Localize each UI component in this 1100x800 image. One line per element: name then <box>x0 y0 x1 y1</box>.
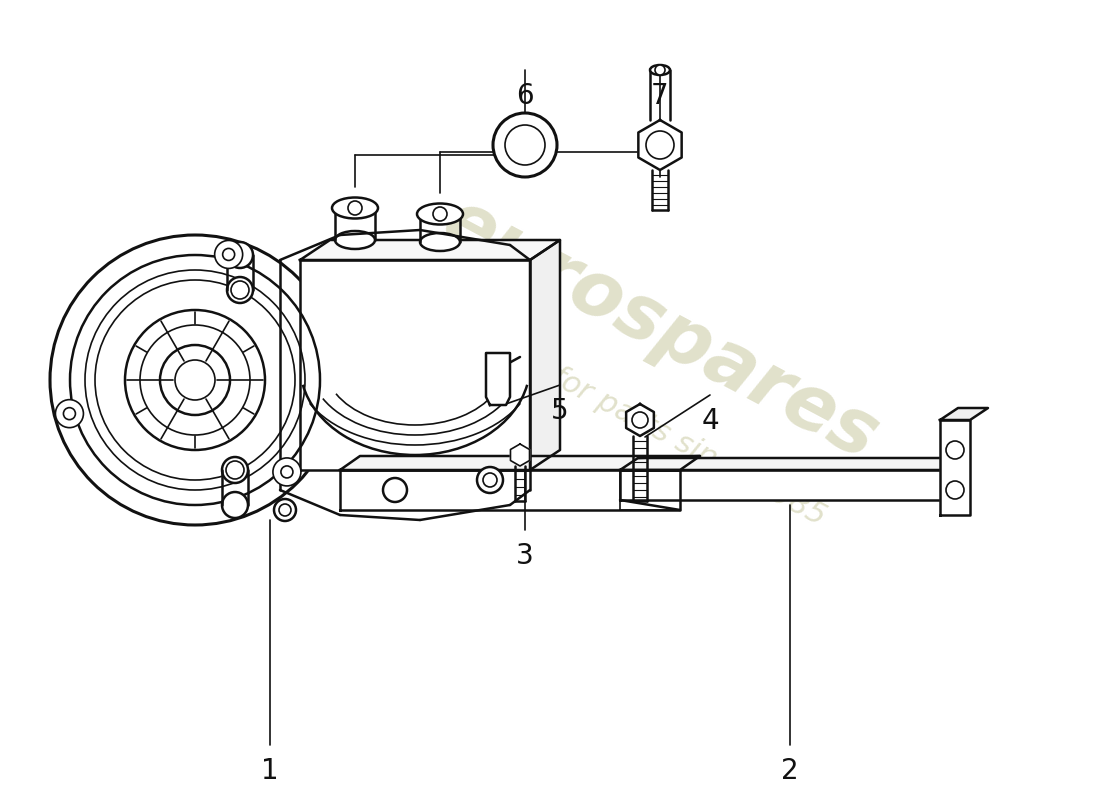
Circle shape <box>64 408 76 420</box>
Polygon shape <box>340 470 680 510</box>
Circle shape <box>383 478 407 502</box>
Ellipse shape <box>336 231 375 249</box>
Polygon shape <box>620 470 950 500</box>
Circle shape <box>493 113 557 177</box>
Circle shape <box>222 249 234 261</box>
Text: 4: 4 <box>701 407 718 435</box>
Polygon shape <box>486 353 510 405</box>
Polygon shape <box>340 456 700 470</box>
Text: 2: 2 <box>781 757 799 785</box>
Polygon shape <box>626 404 653 436</box>
Polygon shape <box>940 408 988 420</box>
Ellipse shape <box>420 205 460 223</box>
Circle shape <box>946 441 964 459</box>
Text: 7: 7 <box>651 82 669 110</box>
Ellipse shape <box>650 65 670 75</box>
Polygon shape <box>510 444 529 466</box>
Circle shape <box>632 412 648 428</box>
Text: a passion for parts since 1985: a passion for parts since 1985 <box>409 289 830 531</box>
Text: 5: 5 <box>551 397 569 425</box>
Circle shape <box>140 325 250 435</box>
Circle shape <box>280 466 293 478</box>
Circle shape <box>433 207 447 221</box>
Circle shape <box>273 458 301 486</box>
Ellipse shape <box>477 467 503 493</box>
Ellipse shape <box>483 473 497 487</box>
Polygon shape <box>300 240 560 260</box>
Circle shape <box>348 201 362 215</box>
Ellipse shape <box>222 457 248 483</box>
Circle shape <box>946 481 964 499</box>
Polygon shape <box>638 120 682 170</box>
Ellipse shape <box>336 199 375 217</box>
Ellipse shape <box>274 499 296 521</box>
Ellipse shape <box>227 277 253 303</box>
Circle shape <box>175 360 214 400</box>
Ellipse shape <box>417 203 463 225</box>
Polygon shape <box>530 240 560 470</box>
Ellipse shape <box>420 233 460 251</box>
Ellipse shape <box>222 492 248 518</box>
Polygon shape <box>940 420 970 515</box>
Circle shape <box>50 235 340 525</box>
Circle shape <box>55 400 84 428</box>
Ellipse shape <box>227 242 253 268</box>
Circle shape <box>505 125 544 165</box>
Ellipse shape <box>226 461 244 479</box>
Circle shape <box>160 345 230 415</box>
Ellipse shape <box>279 504 292 516</box>
Text: 3: 3 <box>516 542 534 570</box>
Circle shape <box>646 131 674 159</box>
Ellipse shape <box>231 281 249 299</box>
Text: 1: 1 <box>261 757 278 785</box>
Polygon shape <box>620 458 968 470</box>
Text: eurospares: eurospares <box>429 184 891 476</box>
Circle shape <box>125 310 265 450</box>
Circle shape <box>70 255 320 505</box>
Circle shape <box>214 241 243 269</box>
Polygon shape <box>300 260 530 470</box>
Ellipse shape <box>332 198 378 218</box>
Circle shape <box>654 65 666 75</box>
Text: 6: 6 <box>516 82 534 110</box>
